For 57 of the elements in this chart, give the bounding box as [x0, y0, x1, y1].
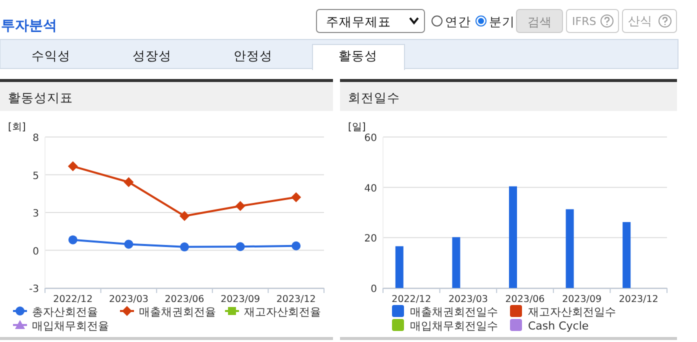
point	[291, 192, 302, 202]
bar	[566, 209, 574, 288]
y-axis-title: [회]	[8, 122, 26, 133]
text: 투자분석	[1, 18, 57, 34]
x-tick-label: 2023/12	[276, 294, 316, 305]
text: 수익성	[32, 48, 70, 63]
point	[124, 177, 134, 188]
x-tick-label: 2023/03	[108, 294, 148, 305]
y-tick-label: 3	[32, 208, 39, 220]
text: 성장성	[132, 48, 172, 63]
point	[68, 161, 78, 172]
point	[292, 241, 301, 250]
chart-title: 회전일수	[348, 90, 400, 105]
text: IFRS	[572, 15, 596, 28]
y-tick-label: 40	[364, 183, 377, 194]
text: 안정성	[234, 48, 272, 63]
bar	[509, 186, 517, 288]
legend-label: 매입채무회전일수	[410, 320, 498, 332]
legend-label: Cash Cycle	[528, 320, 589, 332]
point	[235, 201, 246, 212]
point	[236, 242, 245, 252]
x-tick-label: 2022/12	[392, 294, 432, 305]
x-tick-label: 2023/09	[562, 294, 602, 305]
x-tick-label: 2023/12	[618, 294, 658, 305]
bar	[395, 246, 404, 288]
y-tick-label: 60	[364, 133, 377, 144]
y-tick-label: 20	[364, 234, 377, 245]
y-tick-label: 5	[32, 170, 39, 182]
y-tick-label: 0	[370, 284, 377, 295]
y-tick-label: 8	[32, 133, 39, 144]
legend-label: 재고자산회전율	[244, 306, 321, 318]
legend-label: 재고자산회전일수	[528, 306, 616, 318]
point	[180, 242, 189, 252]
chart-title: 활동성지표	[8, 90, 73, 105]
y-tick-label: 0	[32, 246, 39, 258]
text: 활동성	[338, 48, 378, 63]
bar	[452, 237, 460, 288]
text: 산식	[628, 14, 652, 28]
point	[68, 235, 78, 244]
text: 검색	[528, 15, 552, 29]
legend-label: 매입채무회전율	[32, 320, 109, 332]
legend-label: 매출채권회전일수	[410, 306, 498, 318]
legend-label: 매출채권회전율	[139, 306, 216, 318]
y-tick-label: -3	[29, 284, 39, 295]
y-axis-title: [일]	[348, 122, 366, 133]
x-tick-label: 2022/12	[53, 294, 93, 305]
bar	[622, 222, 631, 288]
x-tick-label: 2023/03	[448, 294, 488, 305]
text: 분기	[489, 14, 515, 29]
legend-label: 총자산회전율	[32, 306, 98, 318]
text: 연간	[445, 14, 471, 29]
text: 주재무제표	[326, 14, 391, 29]
x-tick-label: 2023/06	[505, 294, 545, 305]
point	[180, 210, 190, 221]
point	[124, 240, 134, 249]
x-tick-label: 2023/09	[220, 294, 260, 305]
x-tick-label: 2023/06	[164, 294, 204, 305]
